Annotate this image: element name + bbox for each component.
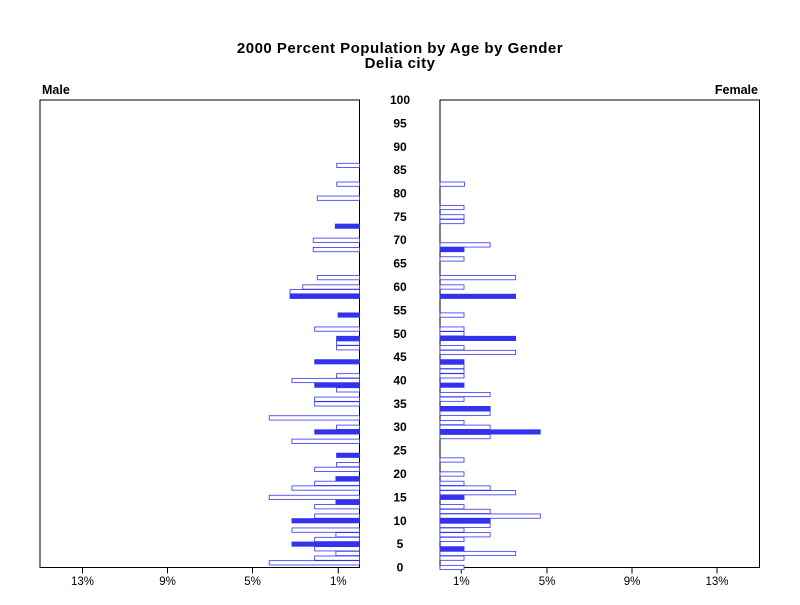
svg-text:15: 15 [393, 490, 407, 504]
svg-text:5: 5 [397, 537, 404, 551]
svg-text:90: 90 [393, 140, 407, 154]
svg-text:75: 75 [393, 210, 407, 224]
svg-text:55: 55 [393, 303, 407, 317]
svg-text:5%: 5% [539, 576, 556, 588]
svg-text:Delia city: Delia city [365, 55, 436, 72]
svg-text:100: 100 [390, 93, 410, 107]
svg-text:65: 65 [393, 257, 407, 271]
svg-text:50: 50 [393, 327, 407, 341]
svg-text:25: 25 [393, 444, 407, 458]
svg-text:13%: 13% [705, 576, 728, 588]
svg-text:1%: 1% [330, 576, 347, 588]
svg-text:10: 10 [393, 514, 407, 528]
svg-text:9%: 9% [159, 576, 176, 588]
svg-text:Male: Male [42, 83, 70, 97]
svg-text:95: 95 [393, 116, 407, 130]
svg-text:70: 70 [393, 233, 407, 247]
svg-text:9%: 9% [624, 576, 641, 588]
svg-text:85: 85 [393, 163, 407, 177]
svg-text:80: 80 [393, 187, 407, 201]
svg-text:0: 0 [397, 561, 404, 575]
svg-text:45: 45 [393, 350, 407, 364]
svg-text:40: 40 [393, 374, 407, 388]
svg-text:5%: 5% [244, 576, 261, 588]
svg-text:1%: 1% [453, 576, 470, 588]
svg-text:Female: Female [715, 83, 758, 97]
svg-text:13%: 13% [71, 576, 94, 588]
svg-text:35: 35 [393, 397, 407, 411]
svg-text:20: 20 [393, 467, 407, 481]
svg-text:60: 60 [393, 280, 407, 294]
svg-text:30: 30 [393, 420, 407, 434]
